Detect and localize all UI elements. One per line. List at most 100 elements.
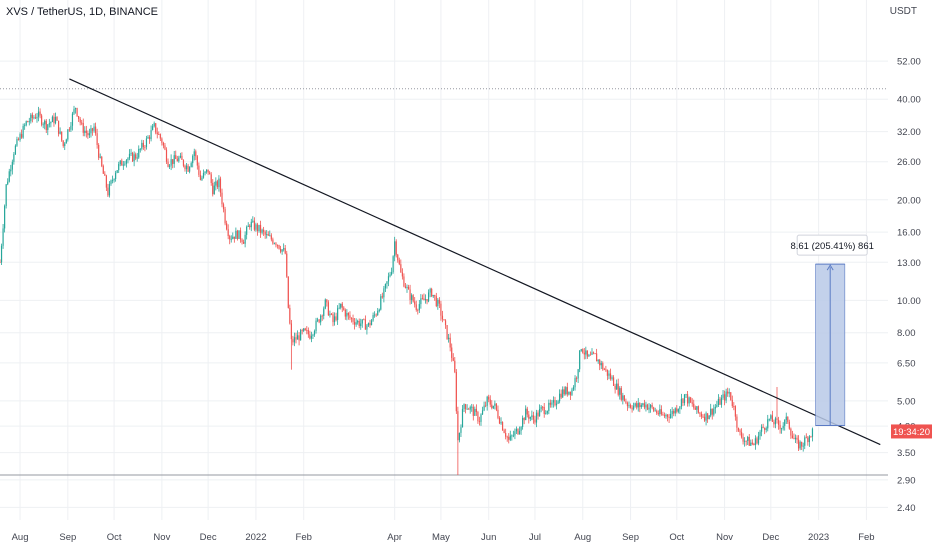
candle-body [538,408,541,417]
candle-body [298,335,300,341]
candle-body [503,430,505,433]
candle-body [677,409,679,412]
candle-body [649,405,652,408]
x-tick-label: Nov [153,532,170,543]
candle-body [468,408,470,410]
candle-body [662,414,664,416]
candle-body [485,405,487,407]
candle-body [105,175,107,188]
candle-body [335,316,337,320]
x-tick-label: 2022 [245,532,266,543]
candle-body [25,121,27,126]
candle-body [526,408,528,415]
candle-body [716,404,718,407]
candle-body [529,417,531,419]
y-tick-label: 3.50 [897,448,916,459]
y-tick-label: 10.00 [897,296,921,307]
candle-body [369,323,371,326]
candle-body [670,414,672,418]
candle-body [65,139,67,144]
x-tick-label: Sep [59,532,76,543]
candle-body [81,122,83,124]
candle-body [236,230,239,239]
candle-body [5,184,7,206]
candle-body [390,272,393,275]
candle-body [609,373,612,379]
candle-body [518,430,521,435]
candle-body [708,415,710,420]
candle-body [486,396,488,406]
y-tick-label: 8.00 [897,328,916,339]
candle-body [429,288,431,293]
candle-body [412,295,414,302]
candle-body [515,428,518,432]
candle-body [451,347,453,358]
candle-body [22,125,24,138]
candle-body [671,411,673,415]
candle-body [589,354,592,356]
candle-body [594,353,596,355]
candle-body [383,288,385,298]
candle-body [543,406,545,414]
candle-body [20,134,23,138]
candle-body [736,416,738,428]
candle-body [648,407,650,410]
candle-body [116,170,118,173]
candle-body [96,133,98,145]
candle-body [423,298,425,301]
trendline[interactable] [69,78,881,446]
candle-body [30,114,32,122]
candle-body [85,130,87,133]
candle-body [380,296,382,310]
candle-body [239,230,242,240]
candle-body [777,419,780,425]
candle-body [226,223,228,230]
candle-body [506,436,508,438]
candle-body [707,413,709,420]
candle-body [674,408,676,414]
candle-body [303,328,305,331]
candle-body [212,182,214,195]
candle-body [221,192,223,205]
candle-body [19,134,21,140]
candle-body [258,224,260,231]
candle-body [520,427,522,431]
candle-body [517,428,519,435]
candle-body [300,330,302,341]
candle-body [693,403,695,408]
candle-body [179,155,181,158]
candle-body [767,419,769,429]
candle-body [418,304,420,311]
candle-body [754,438,757,446]
candle-body [562,389,564,398]
candle-body [797,439,800,449]
candle-body [400,264,402,273]
candle-body [144,146,146,148]
last-price-label: 19:34:20 [893,427,930,438]
candle-body [537,412,539,417]
candle-body [238,230,240,239]
candle-body [725,391,727,401]
candle-body [563,389,565,395]
candle-body [230,238,232,240]
candle-body [796,437,798,440]
candle-body [284,248,286,254]
candle-body [750,442,752,446]
candle-body [389,274,391,277]
candle-body [409,289,411,300]
candle-body [361,319,363,324]
candle-body [375,314,377,316]
candle-body [293,337,296,343]
candle-body [808,436,810,443]
candle-body [599,359,601,366]
candle-body [603,369,605,371]
candle-body [162,142,165,146]
candle-body [744,440,746,442]
candle-body [42,124,44,126]
candle-body [7,181,9,185]
candle-body [304,328,306,331]
candle-body [71,113,74,126]
candle-body [804,437,806,446]
